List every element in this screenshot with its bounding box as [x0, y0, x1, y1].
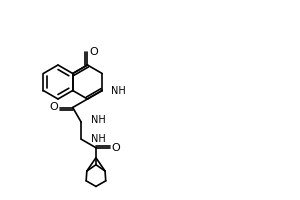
Text: NH: NH — [91, 134, 106, 144]
Text: O: O — [49, 102, 58, 112]
Text: O: O — [89, 47, 98, 57]
Text: NH: NH — [91, 115, 106, 125]
Text: NH: NH — [111, 86, 126, 96]
Text: O: O — [112, 143, 120, 153]
